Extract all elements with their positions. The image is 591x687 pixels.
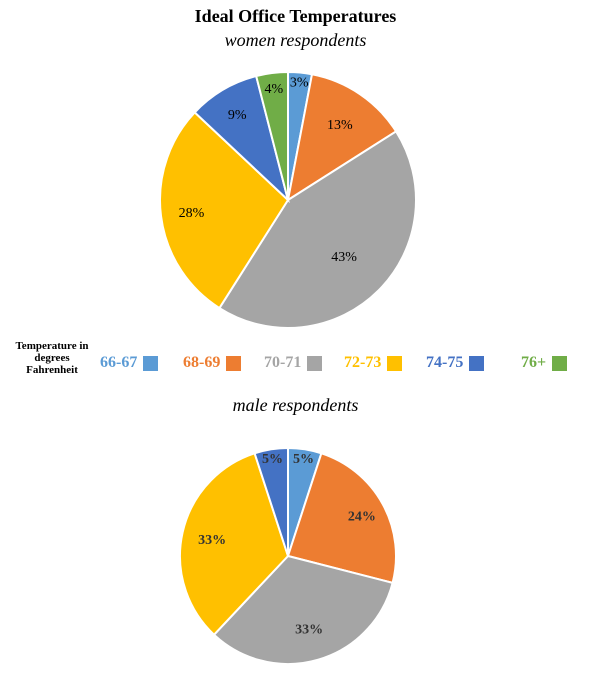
male-slice-68-69 bbox=[286, 452, 397, 585]
legend-item-74-75: 74-75 bbox=[426, 354, 485, 372]
legend-label-68-69: 68-69 bbox=[183, 354, 221, 371]
legend-item-66-67: 66-67 bbox=[100, 354, 159, 372]
women-label-70-71: 43% bbox=[331, 250, 357, 265]
male-label-66-67: 5% bbox=[293, 452, 314, 467]
legend-item-76-plus: 76+ bbox=[521, 354, 568, 372]
legend-label-76-plus: 76+ bbox=[521, 354, 547, 371]
legend-swatch-74-75 bbox=[469, 355, 485, 371]
chart-title: Ideal Office Temperatures bbox=[194, 6, 397, 26]
women-label-68-69: 13% bbox=[327, 118, 353, 133]
women-slice-70-71 bbox=[218, 130, 417, 329]
women-chart-subtitle: women respondents bbox=[224, 30, 367, 50]
legend-item-70-71: 70-71 bbox=[264, 354, 323, 372]
male-slice-70-71 bbox=[212, 554, 394, 665]
legend-swatch-66-67 bbox=[143, 355, 159, 371]
male-chart-subtitle: male respondents bbox=[232, 395, 359, 415]
male-label-70-71: 33% bbox=[295, 623, 323, 638]
male-pie: 5% 24% 33% 33% 5% bbox=[179, 446, 397, 665]
legend-item-68-69: 68-69 bbox=[183, 354, 242, 372]
male-slice-72-73 bbox=[179, 452, 290, 637]
male-label-74-75: 5% bbox=[262, 452, 283, 467]
legend-item-72-73: 72-73 bbox=[344, 354, 403, 372]
legend-swatch-68-69 bbox=[226, 355, 242, 371]
legend-swatch-76-plus bbox=[552, 355, 568, 371]
women-label-72-73: 28% bbox=[179, 206, 205, 221]
legend-label-74-75: 74-75 bbox=[426, 354, 464, 371]
women-slice-72-73 bbox=[159, 110, 290, 310]
legend-swatch-72-73 bbox=[387, 355, 403, 371]
legend-label-72-73: 72-73 bbox=[344, 354, 382, 371]
legend-label-70-71: 70-71 bbox=[264, 354, 302, 371]
women-pie: 3% 13% 43% 28% 9% 4% bbox=[159, 70, 417, 329]
legend-title: Temperature in degrees Fahrenheit bbox=[15, 340, 89, 376]
women-label-66-67: 3% bbox=[290, 75, 309, 90]
women-label-74-75: 9% bbox=[228, 108, 247, 123]
women-slice-68-69 bbox=[286, 73, 398, 203]
male-label-68-69: 24% bbox=[348, 509, 376, 524]
male-slice-74-75 bbox=[253, 446, 289, 557]
women-slice-76-plus bbox=[254, 70, 289, 201]
women-label-76-plus: 4% bbox=[265, 82, 284, 97]
male-label-72-73: 33% bbox=[198, 533, 226, 548]
legend-swatch-70-71 bbox=[307, 355, 323, 371]
legend-label-66-67: 66-67 bbox=[100, 354, 138, 371]
